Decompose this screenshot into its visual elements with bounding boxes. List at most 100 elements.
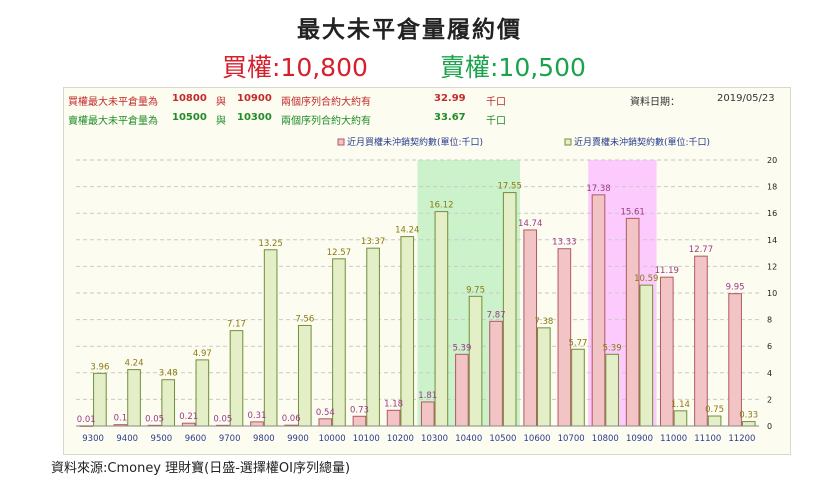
x-tick-label: 9300 <box>82 434 104 444</box>
y-tick-label: 10 <box>767 289 777 298</box>
x-tick-label: 10300 <box>421 434 448 444</box>
put-info-desc: 兩個序列合約大約有 <box>281 116 371 127</box>
call-bar <box>386 409 401 427</box>
put-value-label: 12.57 <box>327 248 351 258</box>
call-value-label: 14.74 <box>518 219 542 229</box>
put-info-value: 33.67 <box>434 112 466 123</box>
call-info-strike-b: 10900 <box>237 93 272 104</box>
call-value-label: 13.33 <box>552 238 576 248</box>
call-value-label: 7.87 <box>487 310 506 320</box>
x-tick-label: 9800 <box>253 434 275 444</box>
put-bar <box>263 249 278 427</box>
put-bar <box>332 258 346 427</box>
call-bar <box>694 255 708 427</box>
call-value-label: 1.81 <box>418 391 437 401</box>
put-value-label: 5.39 <box>603 343 622 353</box>
call-value-label: 0.01 <box>77 415 96 425</box>
put-value-label: 4.24 <box>125 359 144 369</box>
put-value-label: 4.97 <box>193 349 212 359</box>
put-max-oi-headline: 賣權:10,500 <box>440 53 586 82</box>
call-value-label: 9.95 <box>726 283 745 293</box>
x-tick-label: 10800 <box>592 434 619 444</box>
call-info-label: 買權最大未平倉量為 <box>68 97 158 108</box>
put-bar <box>502 192 517 427</box>
y-tick-label: 8 <box>767 316 772 325</box>
put-bar <box>741 421 756 427</box>
put-info-conj: 與 <box>216 116 226 127</box>
put-bar <box>297 324 312 427</box>
y-tick-label: 16 <box>767 209 777 218</box>
call-bar <box>420 401 435 427</box>
put-value-label: 7.56 <box>295 314 314 324</box>
call-bar <box>318 418 333 427</box>
put-info-label: 賣權最大未平倉量為 <box>68 116 158 127</box>
x-tick-label: 10200 <box>387 434 414 444</box>
put-bar <box>707 415 722 427</box>
call-value-label: 0.21 <box>179 412 198 422</box>
call-bar <box>591 194 606 427</box>
put-value-label: 1.14 <box>671 400 690 410</box>
call-value-label: 0.05 <box>145 414 164 424</box>
put-info-unit: 千口 <box>486 116 506 127</box>
put-value-label: 10.59 <box>634 274 658 284</box>
put-value-label: 13.37 <box>361 237 385 247</box>
call-bar <box>250 421 264 427</box>
date-value: 2019/05/23 <box>717 93 775 104</box>
call-info-desc: 兩個序列合約大約有 <box>281 97 371 108</box>
y-tick-label: 20 <box>767 156 777 165</box>
call-value-label: 12.77 <box>689 245 713 255</box>
y-tick-label: 14 <box>767 236 777 245</box>
data-source-note: 資料來源:Cmoney 理財寶(日盛-選擇權OI序列總量) <box>51 461 351 476</box>
x-tick-label: 10700 <box>558 434 585 444</box>
x-tick-label: 10100 <box>353 434 380 444</box>
chart-panel: 買權最大未平倉量為 10800 與 10900 兩個序列合約大約有 32.99 … <box>63 87 791 455</box>
x-tick-label: 9900 <box>287 434 309 444</box>
call-value-label: 0.1 <box>114 414 128 424</box>
call-value-label: 15.61 <box>620 207 644 217</box>
call-value-label: 0.06 <box>282 414 301 424</box>
put-bar <box>229 330 244 427</box>
call-value-label: 11.19 <box>655 266 679 276</box>
put-bar <box>468 295 483 427</box>
x-tick-label: 11100 <box>694 434 721 444</box>
legend-put-swatch <box>564 138 572 146</box>
legend-call-swatch <box>337 138 345 146</box>
y-tick-label: 2 <box>767 395 772 404</box>
put-value-label: 9.75 <box>466 285 485 295</box>
put-bar <box>366 247 380 427</box>
x-tick-label: 11200 <box>728 434 755 444</box>
put-value-label: 7.17 <box>227 320 246 330</box>
put-bar <box>673 410 688 427</box>
put-bar <box>127 369 141 427</box>
call-info-conj: 與 <box>216 97 226 108</box>
date-label: 資料日期： <box>630 97 680 108</box>
y-tick-label: 4 <box>767 369 772 378</box>
put-bar <box>639 284 654 427</box>
put-bar <box>571 348 585 427</box>
put-bar <box>400 236 415 427</box>
put-value-label: 3.96 <box>90 362 109 372</box>
x-tick-label: 10400 <box>455 434 482 444</box>
put-value-label: 0.75 <box>705 405 724 415</box>
put-value-label: 16.12 <box>429 201 453 211</box>
y-tick-label: 0 <box>767 422 772 431</box>
y-tick-label: 12 <box>767 262 777 271</box>
legend-call-label: 近月買權未沖銷契約數(單位:千口) <box>347 136 483 148</box>
call-bar <box>728 293 742 427</box>
call-value-label: 17.38 <box>586 184 610 194</box>
chart-title: 最大未平倉量履約價 <box>297 17 522 43</box>
put-info-strike-b: 10300 <box>237 112 272 123</box>
x-tick-label: 10600 <box>524 434 551 444</box>
call-info-unit: 千口 <box>486 97 506 108</box>
put-info-strike-a: 10500 <box>172 112 207 123</box>
x-tick-label: 10000 <box>319 434 346 444</box>
call-info-strike-a: 10800 <box>172 93 207 104</box>
call-bar <box>352 415 367 427</box>
call-value-label: 5.39 <box>452 343 471 353</box>
put-bar <box>605 353 619 427</box>
call-value-label: 0.54 <box>316 408 335 418</box>
call-value-label: 0.73 <box>350 405 369 415</box>
x-tick-label: 9700 <box>219 434 241 444</box>
call-value-label: 1.18 <box>384 399 403 409</box>
put-value-label: 13.25 <box>258 239 282 249</box>
